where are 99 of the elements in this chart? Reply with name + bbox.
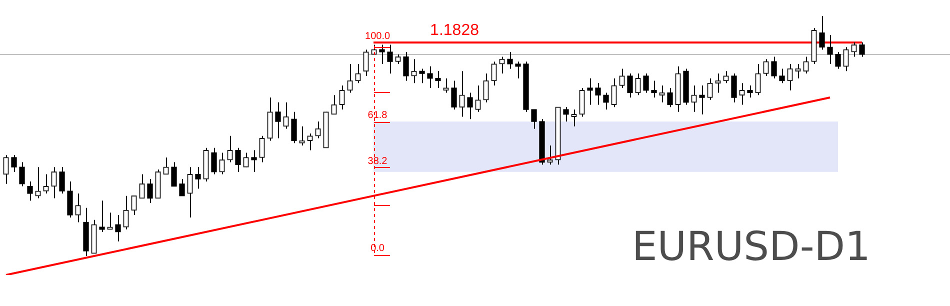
candlestick <box>387 44 393 74</box>
candlestick <box>611 78 617 108</box>
candlestick <box>411 58 417 84</box>
candlestick <box>835 51 841 70</box>
candlestick <box>283 102 289 130</box>
candlestick <box>651 80 657 98</box>
candlestick <box>443 78 449 94</box>
candlestick <box>475 85 481 112</box>
candlestick <box>587 78 593 106</box>
candlestick <box>187 166 193 218</box>
candlestick <box>779 68 785 84</box>
candlestick <box>859 42 865 58</box>
candlestick <box>75 192 81 223</box>
candlestick <box>19 162 25 187</box>
candlestick <box>667 87 673 108</box>
candlestick <box>315 121 321 139</box>
candlestick <box>731 73 737 103</box>
candlestick <box>451 80 457 110</box>
annotation: EURUSD-D1 <box>632 224 870 270</box>
candlestick <box>467 92 473 120</box>
candlestick <box>107 212 113 230</box>
annotation: 1.1828 <box>430 22 480 39</box>
candlestick <box>563 106 569 122</box>
candlestick <box>491 61 497 86</box>
candlestick <box>219 152 225 175</box>
candlestick <box>579 87 585 118</box>
annotation: 100.0 <box>365 30 390 42</box>
candlestick <box>843 46 849 72</box>
candlestick <box>35 166 41 199</box>
candlestick <box>459 70 465 118</box>
candlestick <box>339 85 345 110</box>
candlestick <box>419 68 425 84</box>
candlestick <box>251 150 257 172</box>
candlestick <box>99 200 105 232</box>
candlestick <box>307 133 313 151</box>
candlestick <box>3 154 9 184</box>
candlestick <box>139 174 145 199</box>
candlestick <box>699 85 705 115</box>
candlestick <box>147 178 153 204</box>
candlestick <box>59 166 65 194</box>
candlestick <box>627 73 633 98</box>
candlestick <box>347 63 353 94</box>
candlestick <box>635 73 641 96</box>
candlestick <box>499 56 505 74</box>
candlestick <box>227 135 233 163</box>
candlestick <box>763 58 769 76</box>
candlestick <box>243 152 249 168</box>
candlestick <box>795 63 801 79</box>
candlestick <box>483 73 489 103</box>
candlestick <box>427 66 433 88</box>
candlestick <box>275 102 281 139</box>
candlestick <box>11 154 17 172</box>
candlestick <box>515 61 521 79</box>
annotation: 61.8 <box>368 110 388 121</box>
candlestick <box>379 44 385 64</box>
annotation: 38.2 <box>368 156 388 167</box>
candlestick <box>211 147 217 175</box>
candlestick <box>507 51 513 70</box>
candlestick <box>603 92 609 110</box>
candlestick <box>531 109 537 130</box>
candlestick <box>755 63 761 96</box>
candlestick <box>355 63 361 84</box>
candlestick <box>571 109 577 127</box>
candlestick <box>691 85 697 112</box>
candlestick <box>851 42 857 58</box>
candlestick <box>259 135 265 163</box>
candlestick <box>595 82 601 106</box>
candlestick <box>739 82 745 106</box>
candlestick <box>619 68 625 88</box>
candlestick <box>395 54 401 64</box>
candlestick <box>827 34 833 64</box>
candlestick <box>27 180 33 202</box>
candlestick <box>291 111 297 144</box>
candlestick <box>131 195 137 216</box>
candlestick <box>51 166 57 199</box>
candlestick <box>707 78 713 100</box>
candlestick <box>715 73 721 94</box>
candlestick <box>787 63 793 91</box>
candlestick <box>747 85 753 98</box>
candlestick <box>331 94 337 115</box>
candlestick <box>547 145 553 166</box>
candlestick <box>803 56 809 74</box>
candlestick <box>123 195 129 230</box>
candlestick <box>659 85 665 103</box>
candlestick <box>299 126 305 146</box>
candlestick <box>435 70 441 88</box>
candlestick <box>235 147 241 172</box>
candlestick <box>171 162 177 187</box>
candlestick <box>43 174 49 194</box>
candlestick <box>179 178 185 196</box>
candlestick <box>643 73 649 94</box>
candlestick <box>363 49 369 76</box>
candlestick <box>723 70 729 84</box>
candlestick <box>403 51 409 82</box>
candlestick <box>163 156 169 175</box>
candlestick <box>819 16 825 50</box>
candlestick <box>771 56 777 79</box>
candlestick <box>115 214 121 242</box>
candlestick <box>195 166 201 190</box>
